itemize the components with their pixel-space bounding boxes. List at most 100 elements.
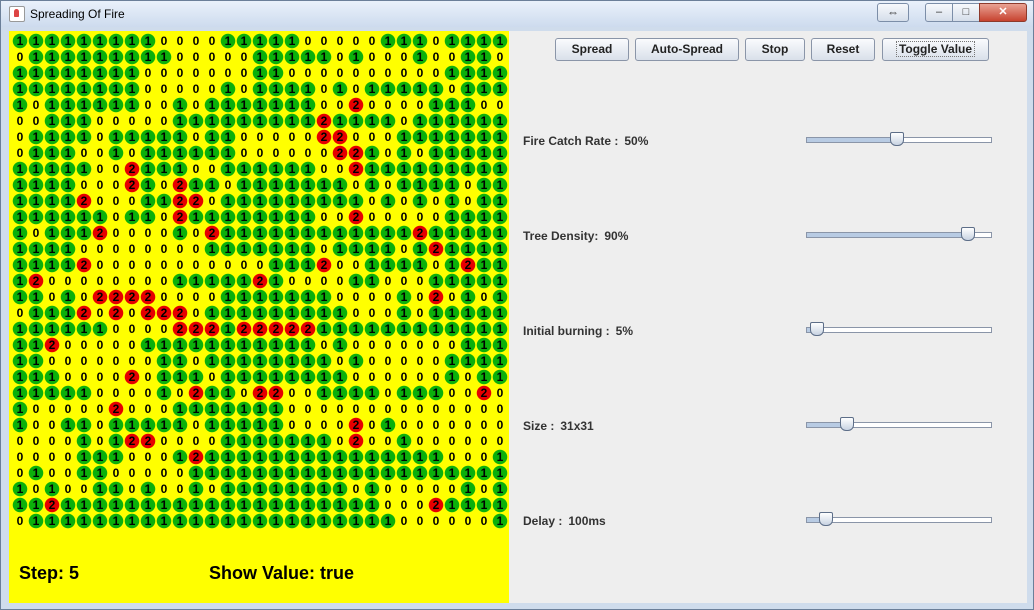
- tree-cell: 1: [12, 401, 28, 417]
- tree-cell: 1: [44, 305, 60, 321]
- tree-cell: 1: [316, 465, 332, 481]
- empty-cell: 0: [112, 242, 120, 256]
- tree-cell: 1: [316, 321, 332, 337]
- tree-cell: 1: [316, 305, 332, 321]
- tree-cell: 1: [140, 513, 156, 529]
- tree-cell: 1: [492, 369, 508, 385]
- tree-cell: 1: [108, 481, 124, 497]
- tree-cell: 1: [492, 305, 508, 321]
- empty-cell: 0: [400, 514, 408, 528]
- empty-cell: 0: [448, 418, 456, 432]
- reset-button[interactable]: Reset: [811, 38, 875, 61]
- tree-cell: 1: [76, 209, 92, 225]
- empty-cell: 0: [448, 386, 456, 400]
- empty-cell: 0: [320, 146, 328, 160]
- burning-cell: 2: [124, 161, 140, 177]
- tree-cell: 1: [172, 97, 188, 113]
- resize-icon[interactable]: ⇔: [877, 3, 909, 22]
- tree-cell: 1: [188, 337, 204, 353]
- tree-cell: 1: [364, 449, 380, 465]
- slider-thumb[interactable]: [818, 512, 833, 526]
- empty-cell: 0: [496, 434, 504, 448]
- size-slider[interactable]: [806, 417, 992, 433]
- tree-cell: 1: [140, 209, 156, 225]
- slider-thumb[interactable]: [961, 227, 976, 241]
- toggle-value-button[interactable]: Toggle Value: [882, 38, 989, 61]
- tree-cell: 1: [316, 193, 332, 209]
- tree-cell: 1: [412, 241, 428, 257]
- tree-cell: 1: [140, 177, 156, 193]
- tree-cell: 1: [252, 241, 268, 257]
- empty-cell: 0: [112, 338, 120, 352]
- slider-thumb[interactable]: [890, 132, 904, 146]
- empty-cell: 0: [160, 482, 168, 496]
- tree-cell: 1: [236, 177, 252, 193]
- minimize-button[interactable]: –: [925, 3, 953, 22]
- tree-cell: 1: [476, 65, 492, 81]
- tree-cell: 1: [220, 513, 236, 529]
- tree-cell: 1: [252, 369, 268, 385]
- empty-cell: 0: [464, 386, 472, 400]
- stop-button[interactable]: Stop: [745, 38, 805, 61]
- tree-cell: 1: [444, 497, 460, 513]
- tree-cell: 1: [140, 481, 156, 497]
- burning-cell: 2: [476, 385, 492, 401]
- burning-cell: 2: [76, 193, 92, 209]
- slider-thumb[interactable]: [840, 417, 855, 431]
- auto-spread-button[interactable]: Auto-Spread: [635, 38, 739, 61]
- empty-cell: 0: [96, 242, 104, 256]
- burning-cell: 2: [332, 145, 348, 161]
- tree-cell: 1: [252, 33, 268, 49]
- title-bar[interactable]: Spreading Of Fire ⇔ – □ ✕: [1, 1, 1033, 27]
- empty-cell: 0: [144, 274, 152, 288]
- delay-slider[interactable]: [806, 512, 992, 528]
- tree-cell: 1: [236, 113, 252, 129]
- burning-cell: 2: [428, 497, 444, 513]
- tree-density-slider[interactable]: [806, 227, 992, 243]
- empty-cell: 0: [448, 82, 456, 96]
- spread-button[interactable]: Spread: [555, 38, 629, 61]
- empty-cell: 0: [80, 242, 88, 256]
- fire-catch-rate-slider[interactable]: [806, 132, 992, 148]
- empty-cell: 0: [432, 434, 440, 448]
- initial-burning-slider[interactable]: [806, 322, 992, 338]
- tree-cell: 1: [492, 353, 508, 369]
- tree-cell: 1: [364, 321, 380, 337]
- tree-cell: 1: [92, 513, 108, 529]
- burning-cell: 2: [428, 241, 444, 257]
- tree-cell: 1: [156, 49, 172, 65]
- tree-cell: 1: [60, 289, 76, 305]
- empty-cell: 0: [112, 162, 120, 176]
- tree-cell: 1: [380, 161, 396, 177]
- tree-cell: 1: [236, 209, 252, 225]
- tree-cell: 1: [476, 161, 492, 177]
- tree-cell: 1: [76, 65, 92, 81]
- tree-cell: 1: [188, 481, 204, 497]
- tree-cell: 1: [252, 193, 268, 209]
- tree-cell: 1: [44, 209, 60, 225]
- tree-cell: 1: [476, 209, 492, 225]
- empty-cell: 0: [320, 34, 328, 48]
- empty-cell: 0: [352, 130, 360, 144]
- tree-cell: 1: [204, 273, 220, 289]
- close-button[interactable]: ✕: [979, 3, 1027, 22]
- slider-thumb[interactable]: [809, 322, 824, 336]
- empty-cell: 0: [128, 226, 136, 240]
- empty-cell: 0: [32, 114, 40, 128]
- empty-cell: 0: [368, 290, 376, 304]
- empty-cell: 0: [256, 130, 264, 144]
- empty-cell: 0: [384, 50, 392, 64]
- tree-cell: 1: [444, 369, 460, 385]
- empty-cell: 0: [112, 178, 120, 192]
- tree-cell: 1: [156, 353, 172, 369]
- empty-cell: 0: [496, 386, 504, 400]
- empty-cell: 0: [432, 258, 440, 272]
- burning-cell: 2: [204, 225, 220, 241]
- tree-cell: 1: [76, 433, 92, 449]
- empty-cell: 0: [368, 98, 376, 112]
- burning-cell: 2: [268, 321, 284, 337]
- tree-cell: 1: [316, 49, 332, 65]
- empty-cell: 0: [160, 322, 168, 336]
- maximize-button[interactable]: □: [952, 3, 980, 22]
